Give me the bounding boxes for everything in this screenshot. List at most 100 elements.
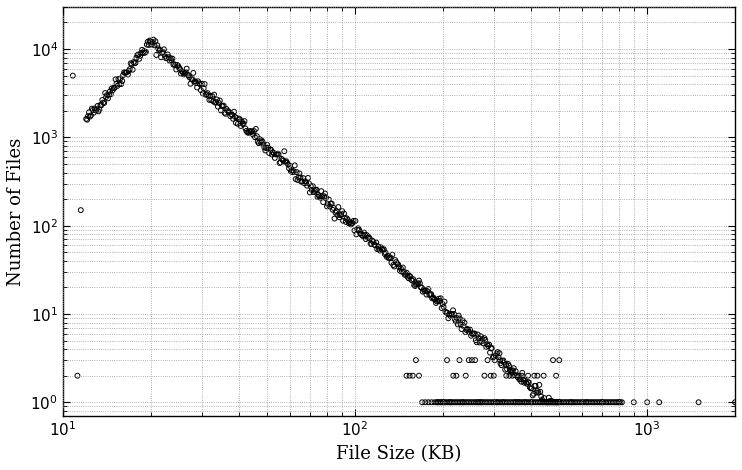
Point xyxy=(298,180,310,187)
Point xyxy=(424,290,436,298)
Point xyxy=(425,290,437,298)
Point xyxy=(84,113,96,120)
Point xyxy=(457,399,469,406)
Point xyxy=(454,315,466,322)
Point xyxy=(134,52,146,60)
Point xyxy=(453,399,464,406)
Point xyxy=(418,288,430,295)
Point xyxy=(522,378,534,386)
Point xyxy=(422,399,434,406)
Point xyxy=(610,399,622,406)
Point xyxy=(145,38,157,45)
Point xyxy=(379,251,391,258)
Point xyxy=(302,174,314,182)
Point xyxy=(288,168,300,175)
Point xyxy=(430,299,442,307)
Point xyxy=(466,330,478,337)
Point xyxy=(571,399,582,406)
Point xyxy=(410,281,422,289)
Point xyxy=(269,154,280,162)
Point xyxy=(352,226,364,234)
Point xyxy=(437,399,449,406)
Point xyxy=(249,133,261,141)
Point xyxy=(433,295,444,303)
Point xyxy=(103,91,115,98)
Point xyxy=(490,352,502,360)
Point xyxy=(230,119,242,126)
Point xyxy=(476,336,488,343)
Point xyxy=(464,399,476,406)
Point xyxy=(488,399,500,406)
Point xyxy=(492,348,504,356)
Point xyxy=(128,58,139,66)
Point xyxy=(164,57,176,64)
Point xyxy=(504,367,516,374)
Point xyxy=(388,263,400,270)
Point xyxy=(563,399,575,406)
Point xyxy=(484,399,496,406)
Point xyxy=(412,280,424,287)
Point xyxy=(535,399,547,406)
Point xyxy=(211,96,223,103)
Point xyxy=(539,399,551,406)
Point xyxy=(526,384,538,392)
Point xyxy=(272,150,283,157)
Point xyxy=(594,399,606,406)
Point xyxy=(229,113,241,121)
Point xyxy=(266,151,278,158)
Point xyxy=(482,356,493,364)
Point xyxy=(497,357,509,364)
Point xyxy=(544,399,556,406)
Point xyxy=(525,399,537,406)
Point xyxy=(459,329,471,336)
Point xyxy=(245,128,257,136)
Point xyxy=(499,366,511,374)
Point xyxy=(464,326,476,333)
Point xyxy=(370,242,381,249)
Point xyxy=(391,259,403,267)
Point xyxy=(394,267,406,274)
Point xyxy=(165,57,177,64)
Point xyxy=(212,103,224,110)
Point xyxy=(326,200,338,207)
Point xyxy=(397,264,409,271)
Point xyxy=(299,178,311,185)
Point xyxy=(403,274,415,282)
Point xyxy=(488,353,500,360)
Point xyxy=(507,367,519,374)
Point xyxy=(596,399,608,406)
Point xyxy=(205,92,217,100)
Point xyxy=(560,399,572,406)
Point xyxy=(336,207,348,215)
Point xyxy=(470,337,482,344)
Point xyxy=(372,243,384,250)
Point xyxy=(337,217,349,225)
Point xyxy=(460,372,472,379)
Point xyxy=(257,141,269,148)
Point xyxy=(340,218,352,226)
Point xyxy=(93,108,105,115)
Point xyxy=(421,288,433,295)
Point xyxy=(531,389,542,396)
Point xyxy=(494,360,506,367)
Point xyxy=(192,78,204,85)
Point xyxy=(364,240,376,248)
Point xyxy=(234,122,246,130)
Point xyxy=(360,235,372,243)
Point xyxy=(569,399,581,406)
Point xyxy=(361,231,372,239)
Point xyxy=(272,151,284,158)
Point xyxy=(434,298,446,305)
Point xyxy=(128,59,140,67)
Point xyxy=(247,131,259,138)
Point xyxy=(295,174,306,181)
Point xyxy=(85,112,97,119)
Point xyxy=(260,144,272,152)
Point xyxy=(491,399,503,406)
Point xyxy=(366,240,378,248)
Point xyxy=(244,127,256,135)
Point xyxy=(524,384,536,391)
Point xyxy=(574,399,586,406)
Point xyxy=(489,356,501,364)
Point xyxy=(154,47,165,54)
